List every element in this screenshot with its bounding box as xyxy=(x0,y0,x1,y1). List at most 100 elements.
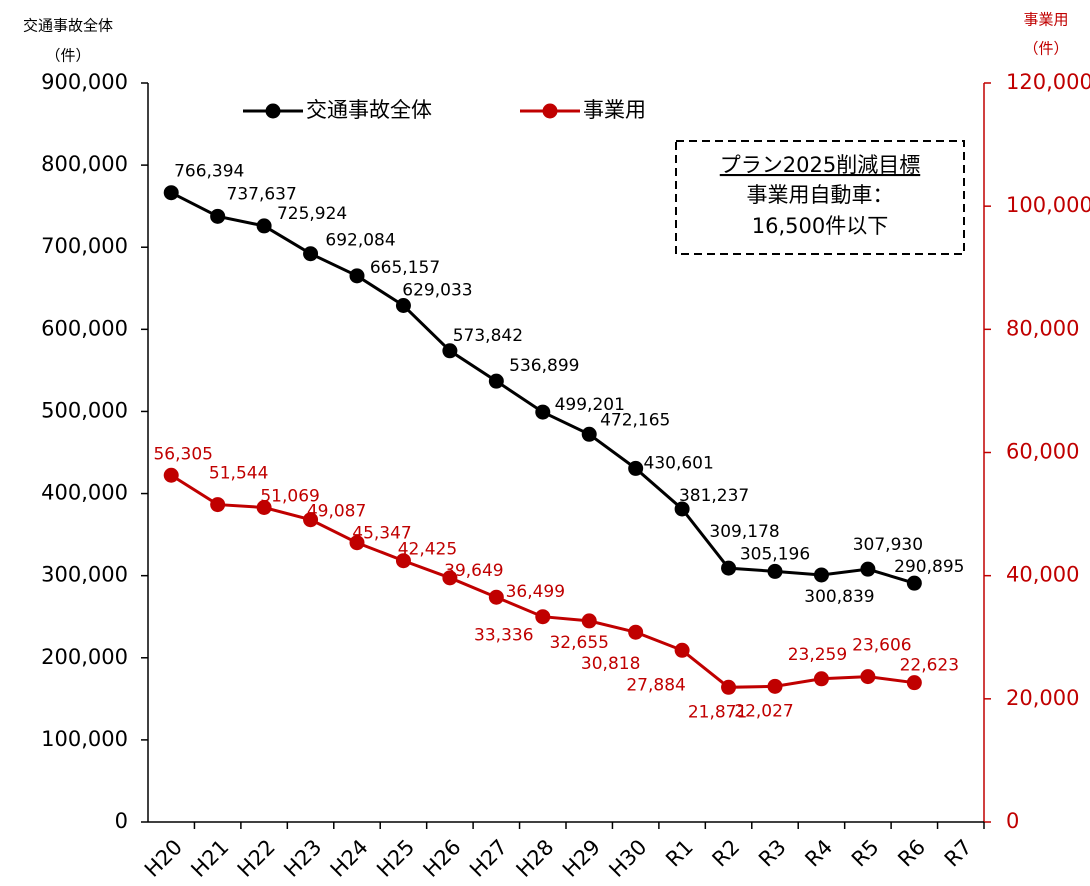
series-marker xyxy=(767,563,783,579)
annotation-title: プラン2025削減目標 xyxy=(720,153,920,177)
x-tick-label: H27 xyxy=(465,835,512,882)
series-marker xyxy=(488,589,504,605)
series-marker xyxy=(674,642,690,658)
series-marker xyxy=(395,297,411,313)
x-tick-label: H24 xyxy=(326,835,373,882)
value-label: 32,655 xyxy=(549,633,608,653)
y-axis-unit: （件） xyxy=(45,47,90,65)
x-tick-label: H21 xyxy=(186,835,233,882)
y-tick-label: 200,000 xyxy=(41,645,128,669)
series-marker xyxy=(488,373,504,389)
value-label: 33,336 xyxy=(474,626,533,646)
value-label: 39,649 xyxy=(444,561,503,581)
y-tick-label: 100,000 xyxy=(41,727,128,751)
y-tick-label: 0 xyxy=(115,809,128,833)
annotation-box xyxy=(675,140,965,255)
value-label: 27,884 xyxy=(626,675,685,695)
value-label: 56,305 xyxy=(153,444,212,464)
series-marker xyxy=(303,512,319,528)
value-label: 42,425 xyxy=(398,540,457,560)
value-label: 30,818 xyxy=(581,654,640,674)
value-label: 22,623 xyxy=(900,656,959,676)
value-label: 290,895 xyxy=(894,557,964,577)
x-tick-label: H29 xyxy=(558,835,605,882)
value-label: 725,924 xyxy=(277,204,347,224)
x-tick-label: R6 xyxy=(893,835,930,872)
y2-tick-label: 40,000 xyxy=(1006,563,1079,587)
value-label: 430,601 xyxy=(644,453,714,473)
y2-axis-title: 事業用 xyxy=(1023,11,1068,29)
series-marker xyxy=(442,570,458,586)
y-tick-label: 900,000 xyxy=(41,70,128,94)
value-label: 23,259 xyxy=(788,645,847,665)
series-marker xyxy=(581,426,597,442)
value-label: 307,930 xyxy=(853,535,923,555)
y-tick-label: 600,000 xyxy=(41,316,128,340)
series-marker xyxy=(303,246,319,262)
series-marker xyxy=(860,669,876,685)
series-marker xyxy=(349,268,365,284)
value-label: 51,544 xyxy=(209,464,268,484)
value-label: 23,606 xyxy=(852,636,911,656)
y-tick-label: 500,000 xyxy=(41,398,128,422)
value-label: 737,637 xyxy=(227,184,297,204)
annotation-line: 16,500件以下 xyxy=(752,214,888,238)
value-label: 499,201 xyxy=(555,395,625,415)
series-marker xyxy=(535,404,551,420)
series-marker xyxy=(581,613,597,629)
series-marker xyxy=(163,185,179,201)
value-label: 766,394 xyxy=(174,162,244,182)
y2-tick-label: 0 xyxy=(1006,809,1019,833)
y2-tick-label: 120,000 xyxy=(1006,70,1090,94)
y2-tick-label: 80,000 xyxy=(1006,316,1079,340)
x-tick-label: R7 xyxy=(940,835,977,872)
series-marker xyxy=(860,561,876,577)
x-tick-label: H22 xyxy=(233,835,280,882)
series-marker xyxy=(721,679,737,695)
value-label: 536,899 xyxy=(509,356,579,376)
y-tick-label: 800,000 xyxy=(41,152,128,176)
y-tick-label: 700,000 xyxy=(41,234,128,258)
legend-label: 交通事故全体 xyxy=(306,98,432,122)
x-tick-label: R4 xyxy=(800,835,837,872)
x-tick-label: H25 xyxy=(372,835,419,882)
series-marker xyxy=(906,675,922,691)
series-marker xyxy=(813,671,829,687)
value-label: 665,157 xyxy=(370,258,440,278)
x-tick-label: H23 xyxy=(279,835,326,882)
value-label: 300,839 xyxy=(804,587,874,607)
x-tick-label: H30 xyxy=(604,835,651,882)
series-marker xyxy=(442,343,458,359)
x-tick-label: R1 xyxy=(661,835,698,872)
series-marker xyxy=(535,609,551,625)
value-label: 573,842 xyxy=(453,326,523,346)
series-marker xyxy=(163,467,179,483)
series-marker xyxy=(256,500,272,516)
series-marker xyxy=(210,208,226,224)
annotation-line: 事業用自動車： xyxy=(747,183,894,207)
y-tick-label: 300,000 xyxy=(41,563,128,587)
value-label: 305,196 xyxy=(740,544,810,564)
value-label: 629,033 xyxy=(402,280,472,300)
series-marker xyxy=(349,535,365,551)
series-marker xyxy=(721,560,737,576)
x-tick-label: R5 xyxy=(847,835,884,872)
value-label: 51,069 xyxy=(260,487,319,507)
y2-tick-label: 60,000 xyxy=(1006,440,1079,464)
value-label: 692,084 xyxy=(325,231,395,251)
series-marker xyxy=(906,575,922,591)
x-tick-label: H28 xyxy=(512,835,559,882)
x-tick-label: R3 xyxy=(754,835,791,872)
series-marker xyxy=(674,501,690,517)
value-label: 381,237 xyxy=(679,486,749,506)
series-marker xyxy=(256,218,272,234)
legend-label: 事業用 xyxy=(583,98,646,122)
value-label: 22,027 xyxy=(734,701,793,721)
value-label: 472,165 xyxy=(600,410,670,430)
value-label: 36,499 xyxy=(506,582,565,602)
x-tick-label: R2 xyxy=(708,835,745,872)
series-marker xyxy=(628,460,644,476)
series-marker xyxy=(628,624,644,640)
legend-marker xyxy=(542,103,558,119)
